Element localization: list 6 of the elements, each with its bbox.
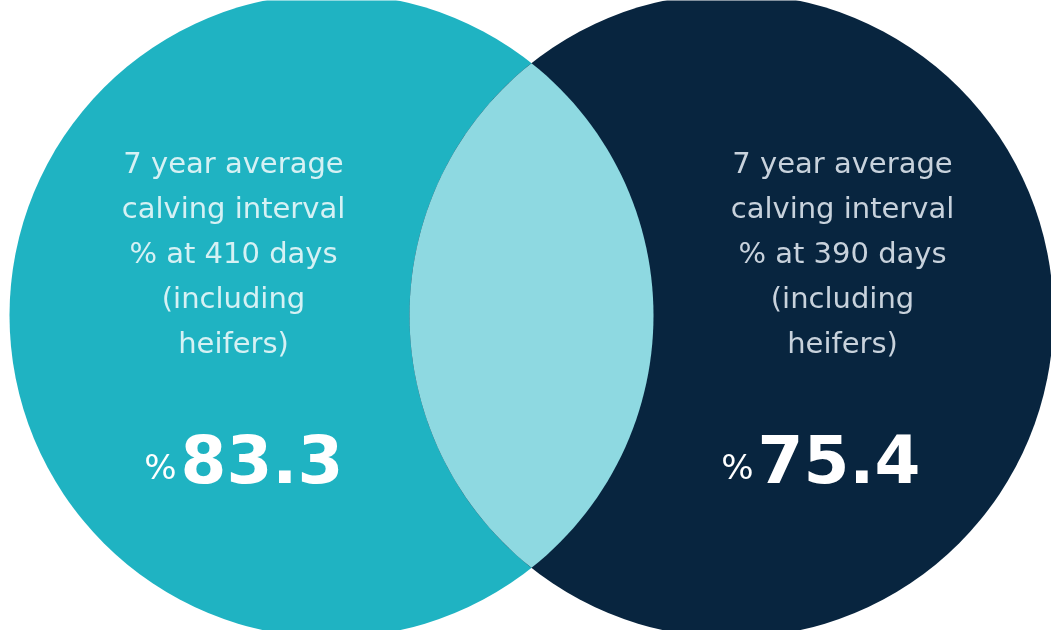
category-label: 7 year average calving interval % at 410 days (including heifers) (121, 145, 346, 360)
text: % (144, 446, 177, 487)
data-label: 75.4 (757, 422, 921, 499)
data-label: 83.3 (180, 422, 344, 499)
text: % (721, 446, 754, 487)
category-label: 7 year average calving interval % at 390 days (including heifers) (730, 145, 955, 360)
